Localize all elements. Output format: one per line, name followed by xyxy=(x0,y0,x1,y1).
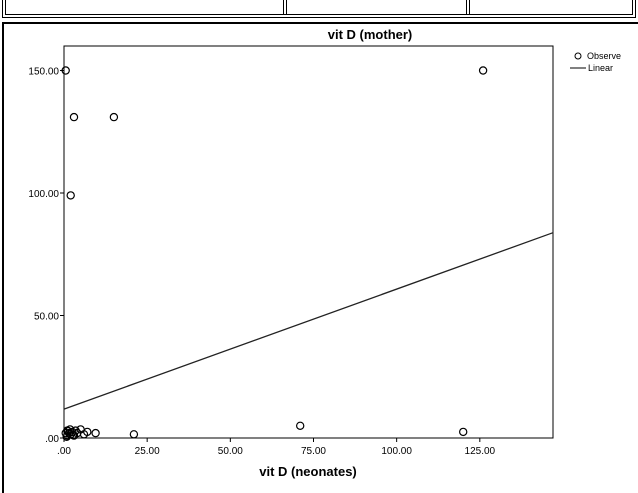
legend: Observe Linear xyxy=(570,51,621,73)
x-tick-label: .00 xyxy=(57,446,71,457)
observed-point xyxy=(66,191,75,200)
chart-frame xyxy=(2,22,638,493)
x-tick-label: 25.00 xyxy=(135,446,160,457)
observed-point xyxy=(79,430,89,439)
observed-point xyxy=(109,112,119,122)
legend-label-observed: Observe xyxy=(587,51,621,61)
x-tick-label: 50.00 xyxy=(218,446,243,457)
y-axis-ticks: .00 50.00 100.00 150.00 xyxy=(28,67,64,445)
x-tick-label: 75.00 xyxy=(301,446,326,457)
table-column-divider xyxy=(466,0,467,15)
table-outer-border xyxy=(2,0,636,18)
y-tick-label: 100.00 xyxy=(28,189,59,200)
x-axis-ticks: .00 25.00 50.00 75.00 100.00 125.00 xyxy=(57,438,496,457)
observed-point xyxy=(459,427,468,437)
series-layer xyxy=(61,66,554,441)
table-fragment xyxy=(0,0,638,22)
observed-point xyxy=(69,112,79,122)
table-column-divider xyxy=(283,0,284,15)
x-axis-label: vit D (neonates) xyxy=(259,464,357,479)
chart-title: vit D (mother) xyxy=(328,27,413,42)
table-column-divider xyxy=(469,0,470,15)
observed-point xyxy=(478,66,488,75)
table-column-divider xyxy=(286,0,287,15)
observed-point xyxy=(129,430,139,439)
y-tick-label: .00 xyxy=(45,434,59,445)
table-inner-border xyxy=(5,0,633,15)
legend-marker-observed xyxy=(574,52,582,60)
y-tick-label: 150.00 xyxy=(28,67,59,78)
legend-label-linear: Linear xyxy=(588,63,613,73)
x-tick-label: 100.00 xyxy=(381,446,412,457)
linear-fit-line xyxy=(63,232,554,410)
observed-point xyxy=(296,421,305,430)
y-tick-label: 50.00 xyxy=(34,312,59,323)
observed-point xyxy=(62,432,71,441)
plot-area xyxy=(63,45,554,439)
x-tick-label: 125.00 xyxy=(465,446,496,457)
observed-point xyxy=(61,66,70,75)
observed-point xyxy=(91,428,100,438)
observed-point xyxy=(63,426,73,436)
